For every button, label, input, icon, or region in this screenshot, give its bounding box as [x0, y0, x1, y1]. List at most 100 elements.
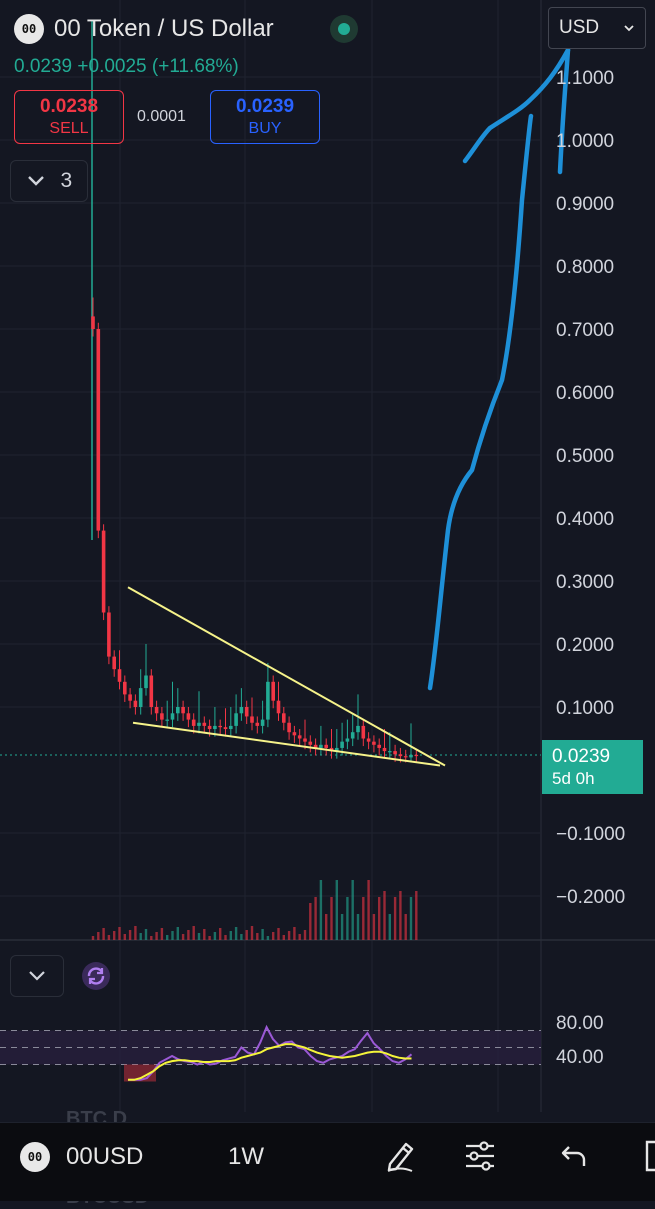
candle-body [144, 675, 148, 689]
volume-bar [388, 914, 391, 940]
volume-bar [314, 897, 317, 940]
bottom-toolbar [0, 1122, 655, 1201]
rsi-ma-line [128, 1043, 412, 1081]
volume-bar [351, 880, 354, 940]
volume-bar [245, 930, 248, 940]
volume-bar [203, 929, 206, 940]
candle-body [123, 681, 127, 695]
candle-body [414, 754, 419, 757]
draw-tool-button[interactable] [380, 1136, 420, 1176]
undo-icon [561, 1146, 586, 1166]
volume-bar [155, 932, 158, 940]
volume-bar [160, 928, 164, 940]
rsi-refresh-button[interactable] [80, 960, 112, 992]
symbol-selector[interactable]: 00 00USD [20, 1142, 143, 1172]
volume-bar [123, 934, 126, 940]
volume-bar [399, 891, 402, 940]
volume-bar [409, 897, 413, 940]
candle-body [361, 725, 366, 739]
candle-body [149, 675, 154, 707]
market-status-icon[interactable] [330, 15, 358, 43]
volume-bar [128, 930, 132, 940]
volume-bar [107, 935, 111, 940]
current-price: 0.0239 [14, 56, 73, 77]
candle-body [186, 713, 191, 720]
volume-bar [277, 928, 280, 940]
currency-value: USD [559, 17, 600, 38]
rsi-tick-label: 40.00 [556, 1047, 604, 1068]
candle-body [250, 716, 254, 723]
candle-body [356, 725, 360, 733]
sell-button[interactable]: 0.0238 SELL [14, 90, 124, 144]
candle-body [96, 329, 101, 531]
candle-body [107, 612, 111, 657]
indicators-toggle-button[interactable]: 3 [10, 160, 88, 202]
volume-bars [91, 880, 418, 940]
hand-drawn-annotation [427, 47, 571, 691]
volume-bar [309, 903, 312, 940]
volume-bar [240, 934, 243, 940]
candle-body [202, 722, 207, 726]
candle-body [276, 700, 281, 714]
volume-bar [383, 891, 386, 940]
volume-bar [91, 936, 95, 940]
fullscreen-button[interactable] [628, 1136, 655, 1176]
annotation-arrow-stroke [462, 47, 571, 164]
candle-body [176, 707, 180, 714]
volume-bar [266, 936, 270, 940]
wedge-lower-line [132, 721, 441, 767]
volume-bar [150, 936, 153, 940]
volume-bar [113, 931, 116, 940]
bar-countdown: 5d 0h [552, 769, 595, 789]
candle-body [91, 316, 95, 329]
candle-body [244, 707, 249, 717]
rsi-pane: 80.00 40.00 [0, 1013, 604, 1082]
volume-bar [224, 935, 227, 940]
price-tick-label: 0.9000 [556, 194, 614, 215]
volume-bar [234, 927, 238, 940]
volume-bar [118, 927, 121, 940]
rsi-collapse-button[interactable] [10, 955, 64, 997]
buy-button[interactable]: 0.0239 BUY [210, 90, 320, 144]
price-tick-label: 0.3000 [556, 572, 614, 593]
volume-bar [340, 914, 344, 940]
volume-bar [362, 897, 365, 940]
volume-bar [134, 926, 137, 940]
rsi-line [128, 1024, 413, 1081]
currency-select[interactable]: USD [548, 7, 646, 49]
volume-bar [287, 931, 291, 940]
candle-body [297, 735, 302, 739]
volume-bar [219, 928, 222, 940]
candle-body [191, 719, 196, 726]
candle-body [335, 747, 339, 752]
candle-body [223, 727, 228, 730]
candle-body [165, 719, 169, 721]
candle-body [319, 744, 323, 748]
price-axis[interactable]: 1.1000 1.0000 0.9000 0.8000 0.7000 0.6000 0.50… [556, 68, 625, 908]
candle-body [282, 713, 286, 723]
volume-bar [139, 933, 142, 940]
change-percent: (+11.68%) [151, 56, 239, 77]
volume-bar [229, 931, 232, 940]
price-change-line: 0.0239 +0.0025 (+11.68%) [14, 56, 239, 78]
volume-bar [97, 932, 100, 940]
chart-settings-button[interactable] [460, 1136, 500, 1176]
candle-body [133, 700, 138, 707]
candle-body [197, 722, 201, 726]
buy-label: BUY [248, 119, 282, 137]
volume-bar [213, 932, 217, 940]
candle-series [91, 20, 419, 763]
timeframe-selector[interactable]: 1W [228, 1143, 264, 1170]
token-logo-icon: 00 [20, 1142, 50, 1172]
volume-bar [325, 914, 328, 940]
candle-body [345, 738, 350, 742]
candle-body [303, 738, 307, 742]
symbol-title[interactable]: 00 Token / US Dollar [54, 15, 274, 42]
volume-bar [282, 935, 285, 940]
candle-body [101, 530, 106, 613]
undo-button[interactable] [554, 1136, 594, 1176]
volume-bar [367, 880, 370, 940]
volume-bar [335, 880, 338, 940]
candle-body [260, 719, 265, 726]
